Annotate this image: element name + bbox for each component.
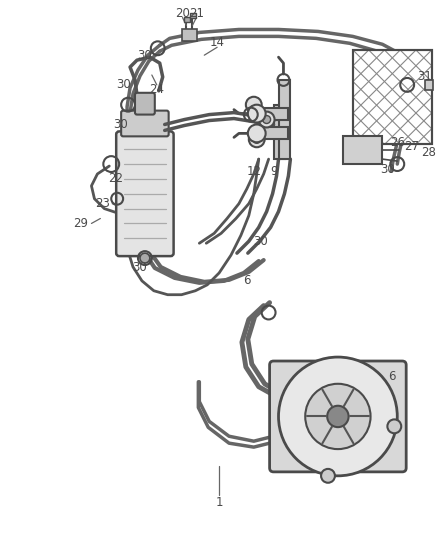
Bar xyxy=(353,50,432,144)
FancyBboxPatch shape xyxy=(116,132,173,256)
Circle shape xyxy=(305,384,371,449)
Bar xyxy=(274,104,286,159)
Circle shape xyxy=(279,357,397,476)
Bar xyxy=(353,50,432,144)
Bar xyxy=(279,80,290,159)
Text: 21: 21 xyxy=(189,7,204,20)
Circle shape xyxy=(387,419,401,433)
Bar xyxy=(191,13,196,18)
Text: 24: 24 xyxy=(149,83,164,96)
FancyBboxPatch shape xyxy=(121,111,169,136)
Text: 22: 22 xyxy=(108,172,123,185)
FancyBboxPatch shape xyxy=(135,93,155,115)
Circle shape xyxy=(249,132,265,147)
FancyBboxPatch shape xyxy=(270,361,406,472)
Text: 30: 30 xyxy=(113,118,127,131)
Bar xyxy=(181,29,198,42)
Text: 27: 27 xyxy=(405,140,420,153)
Text: 9: 9 xyxy=(270,165,277,179)
Circle shape xyxy=(248,104,265,123)
Text: 26: 26 xyxy=(390,136,405,149)
Text: 28: 28 xyxy=(421,146,436,159)
Circle shape xyxy=(248,125,265,142)
Circle shape xyxy=(263,116,271,124)
Text: 1: 1 xyxy=(215,496,223,509)
Bar xyxy=(264,108,288,119)
Text: 30: 30 xyxy=(116,78,131,91)
Bar xyxy=(264,127,288,139)
Circle shape xyxy=(259,111,275,127)
Text: 14: 14 xyxy=(210,36,225,49)
Circle shape xyxy=(140,253,150,263)
Text: 31: 31 xyxy=(417,70,432,84)
Bar xyxy=(184,17,191,21)
Circle shape xyxy=(327,406,349,427)
Text: 6: 6 xyxy=(389,370,396,383)
Text: 30: 30 xyxy=(133,262,147,274)
Bar xyxy=(343,136,382,164)
Text: 30: 30 xyxy=(380,163,395,175)
Bar xyxy=(425,80,433,90)
Circle shape xyxy=(246,97,261,112)
Text: 20: 20 xyxy=(175,7,190,20)
Text: 12: 12 xyxy=(246,165,261,179)
Bar xyxy=(259,110,288,119)
Text: 6: 6 xyxy=(243,274,251,287)
Text: 29: 29 xyxy=(73,217,88,230)
Text: 30: 30 xyxy=(138,49,152,62)
Text: 23: 23 xyxy=(95,197,110,210)
Circle shape xyxy=(321,469,335,483)
Circle shape xyxy=(253,135,261,143)
Text: 30: 30 xyxy=(253,235,268,248)
